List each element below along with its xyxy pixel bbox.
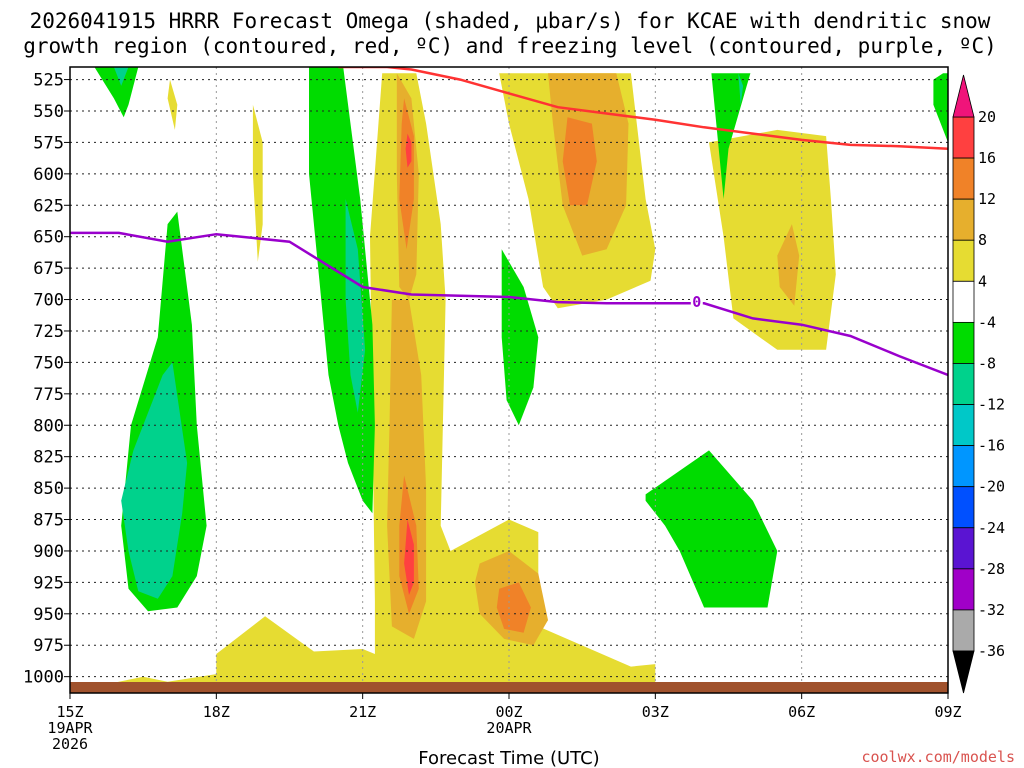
x-tick-label-3-0: 18Z <box>203 703 230 721</box>
colorbar-label-2: 12 <box>978 190 996 208</box>
y-tick-label-700: 700 <box>33 291 64 311</box>
x-axis-label: Forecast Time (UTC) <box>418 748 599 768</box>
colorbar-bin-16-to-20 <box>952 116 975 159</box>
colorbar-label-13: -36 <box>978 642 1005 660</box>
omega-region-20 <box>645 450 778 608</box>
freezing-level-label: 0 <box>692 293 701 311</box>
y-tick-label-850: 850 <box>33 479 64 499</box>
colorbar-label-8: -16 <box>978 437 1005 455</box>
omega-region-19 <box>501 249 539 426</box>
x-tick-label-18-0: 09Z <box>934 703 961 721</box>
y-tick-label-775: 775 <box>33 385 64 405</box>
omega-region-13 <box>562 117 597 206</box>
y-tick-label-525: 525 <box>33 71 64 91</box>
y-tick-label-550: 550 <box>33 102 64 122</box>
y-tick-label-575: 575 <box>33 133 64 153</box>
omega-region-15 <box>404 519 414 595</box>
omega-region-4 <box>167 79 178 130</box>
colorbar-label-11: -28 <box>978 560 1005 578</box>
y-tick-label-600: 600 <box>33 165 64 185</box>
colorbar-label-4: 4 <box>978 272 987 290</box>
y-tick-label-825: 825 <box>33 448 64 468</box>
colorbar-label-10: -24 <box>978 519 1005 537</box>
x-tick-label-15-0: 06Z <box>788 703 815 721</box>
x-tick-label-0-1: 19APR <box>47 719 93 737</box>
omega-region-25 <box>345 199 366 413</box>
colorbar-bin--36-to--32 <box>952 609 975 652</box>
colorbar-label-6: -8 <box>978 354 996 372</box>
colorbar-label-1: 16 <box>978 149 996 167</box>
terrain-ground <box>70 682 948 693</box>
colorbar-label-7: -12 <box>978 396 1005 414</box>
omega-region-23 <box>113 67 129 86</box>
x-tick-label-0-2: 2026 <box>52 735 88 753</box>
colorbar-bin-12-to-16 <box>952 157 975 200</box>
y-tick-label-625: 625 <box>33 196 64 216</box>
colorbar-label-12: -32 <box>978 601 1005 619</box>
y-tick-label-800: 800 <box>33 416 64 436</box>
colorbar-bin-4-to-8 <box>952 239 975 282</box>
x-tick-label-12-0: 03Z <box>642 703 669 721</box>
omega-region-22 <box>933 73 948 143</box>
y-tick-label-1000: 1000 <box>23 668 64 688</box>
y-tick-label-675: 675 <box>33 259 64 279</box>
y-tick-label-875: 875 <box>33 511 64 531</box>
omega-region-26 <box>738 73 744 105</box>
colorbar-label-0: 20 <box>978 108 996 126</box>
omega-region-9 <box>777 224 800 306</box>
freezing-level-label-bg <box>690 293 703 310</box>
y-tick-label-950: 950 <box>33 605 64 625</box>
y-tick-label-750: 750 <box>33 353 64 373</box>
colorbar-label-5: -4 <box>978 313 996 331</box>
colorbar-bin--16-to--12 <box>952 404 975 447</box>
omega-region-12 <box>496 582 531 633</box>
y-tick-label-650: 650 <box>33 228 64 248</box>
omega-region-0 <box>94 73 656 690</box>
colorbar-bin--4-to-4 <box>952 280 975 323</box>
colorbar-top-cap <box>952 74 975 118</box>
x-tick-label-6-0: 21Z <box>349 703 376 721</box>
x-tick-label-9-1: 20APR <box>486 719 532 737</box>
x-tick-label-9-0: 00Z <box>495 703 522 721</box>
plot-area: 0 <box>69 66 949 694</box>
chart-title-line-2: growth region (contoured, red, ºC) and f… <box>23 34 997 58</box>
x-tick-label-0-0: 15Z <box>56 703 83 721</box>
y-tick-label-725: 725 <box>33 322 64 342</box>
omega-region-2 <box>709 129 836 350</box>
omega-region-18 <box>309 67 375 514</box>
colorbar-bin--20-to--16 <box>952 445 975 488</box>
omega-region-24 <box>121 362 188 599</box>
colorbar-bin--32-to--28 <box>952 568 975 611</box>
colorbar-bottom-cap <box>952 650 975 694</box>
credit-text: coolwx.com/models <box>861 748 1015 766</box>
colorbar-bin--8-to--4 <box>952 321 975 364</box>
dgz-contour-line <box>338 67 948 150</box>
colorbar-label-3: 8 <box>978 231 987 249</box>
omega-region-21 <box>711 73 751 199</box>
colorbar-bin--12-to--8 <box>952 363 975 405</box>
colorbar-bin-8-to-12 <box>952 198 975 241</box>
omega-region-16 <box>94 67 139 118</box>
colorbar-bin--28-to--24 <box>952 527 975 570</box>
y-tick-label-900: 900 <box>33 542 64 562</box>
freezing-level-line <box>70 231 948 377</box>
colorbar-label-9: -20 <box>978 478 1005 496</box>
colorbar-bin--24-to--20 <box>952 486 975 529</box>
y-tick-label-975: 975 <box>33 636 64 656</box>
chart-title-line-1: 2026041915 HRRR Forecast Omega (shaded, … <box>30 9 991 33</box>
y-tick-label-925: 925 <box>33 573 64 593</box>
omega-region-3 <box>252 104 263 262</box>
